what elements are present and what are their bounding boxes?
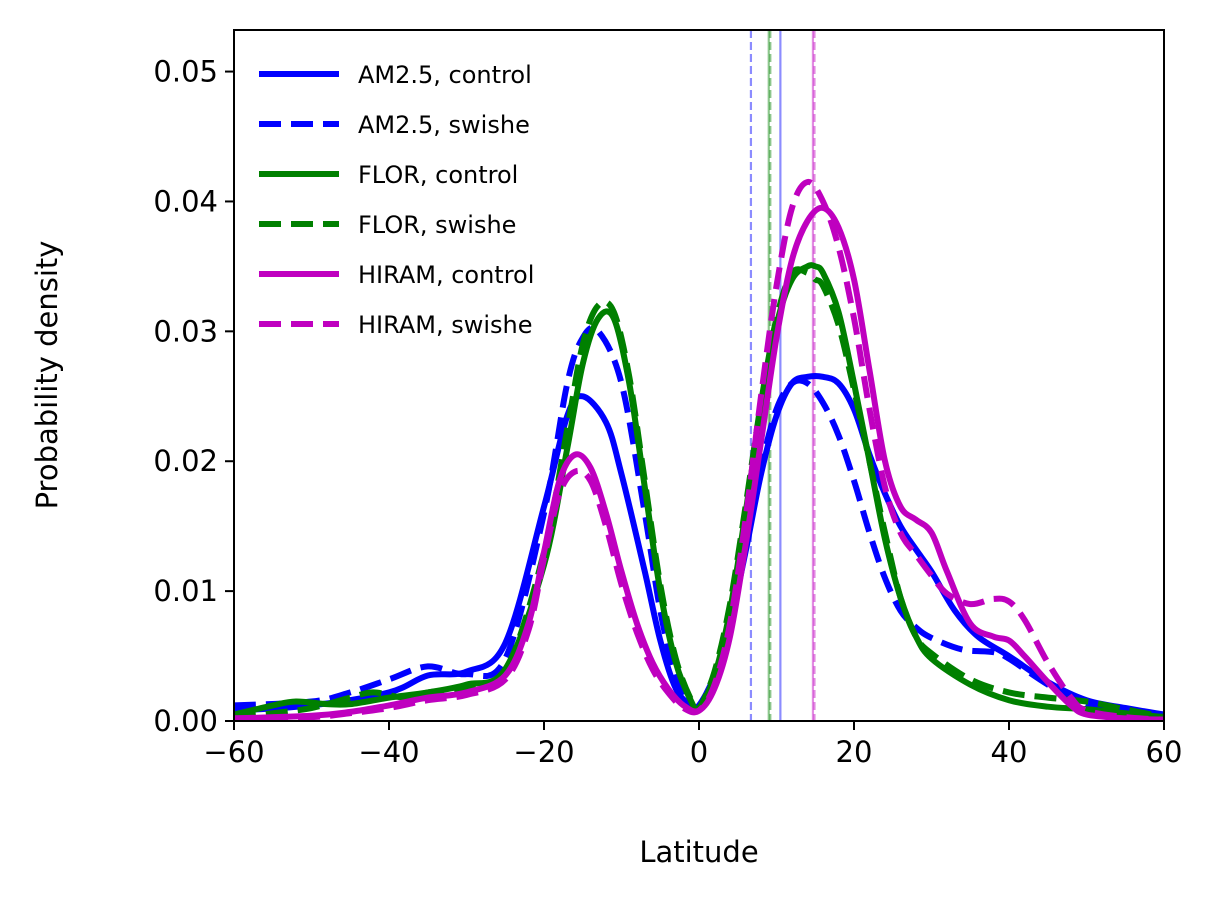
y-axis: 0.00 0.01 0.02 0.03 0.04 0.05	[153, 55, 234, 738]
y-tick-label: 0.04	[153, 184, 218, 218]
series-line-flor-swishe	[234, 266, 1164, 721]
series-lines	[234, 178, 1164, 721]
x-tick-label: −40	[358, 735, 419, 769]
x-tick-label: −60	[203, 735, 264, 769]
legend-item-am2-5-control: AM2.5, control	[259, 61, 532, 89]
y-tick-label: 0.01	[153, 574, 218, 608]
legend: AM2.5, control AM2.5, swishe FLOR, control…	[259, 61, 534, 339]
legend-label: FLOR, control	[358, 161, 518, 189]
x-tick-label: 40	[991, 735, 1028, 769]
legend-label: HIRAM, swishe	[358, 311, 533, 339]
legend-item-hiram-control: HIRAM, control	[259, 261, 534, 289]
legend-label: FLOR, swishe	[358, 211, 516, 239]
x-tick-label: 20	[836, 735, 873, 769]
legend-label: AM2.5, control	[358, 61, 532, 89]
series-line-hiram-swishe	[234, 178, 1164, 721]
y-tick-label: 0.03	[153, 314, 218, 348]
legend-label: HIRAM, control	[358, 261, 534, 289]
legend-item-flor-control: FLOR, control	[259, 161, 518, 189]
y-axis-label: Probability density	[30, 241, 64, 510]
y-tick-label: 0.05	[153, 55, 218, 89]
legend-item-flor-swishe: FLOR, swishe	[259, 211, 516, 239]
y-tick-label: 0.02	[153, 444, 218, 478]
x-tick-label: 0	[690, 735, 708, 769]
x-tick-label: −20	[513, 735, 574, 769]
legend-label: AM2.5, swishe	[358, 111, 530, 139]
legend-item-hiram-swishe: HIRAM, swishe	[259, 311, 533, 339]
x-axis-label: Latitude	[639, 835, 758, 869]
y-tick-label: 0.00	[153, 704, 218, 738]
legend-item-am2-5-swishe: AM2.5, swishe	[259, 111, 530, 139]
x-tick-label: 60	[1146, 735, 1183, 769]
x-axis: −60 −40 −20 0 20 40 60	[203, 721, 1182, 769]
